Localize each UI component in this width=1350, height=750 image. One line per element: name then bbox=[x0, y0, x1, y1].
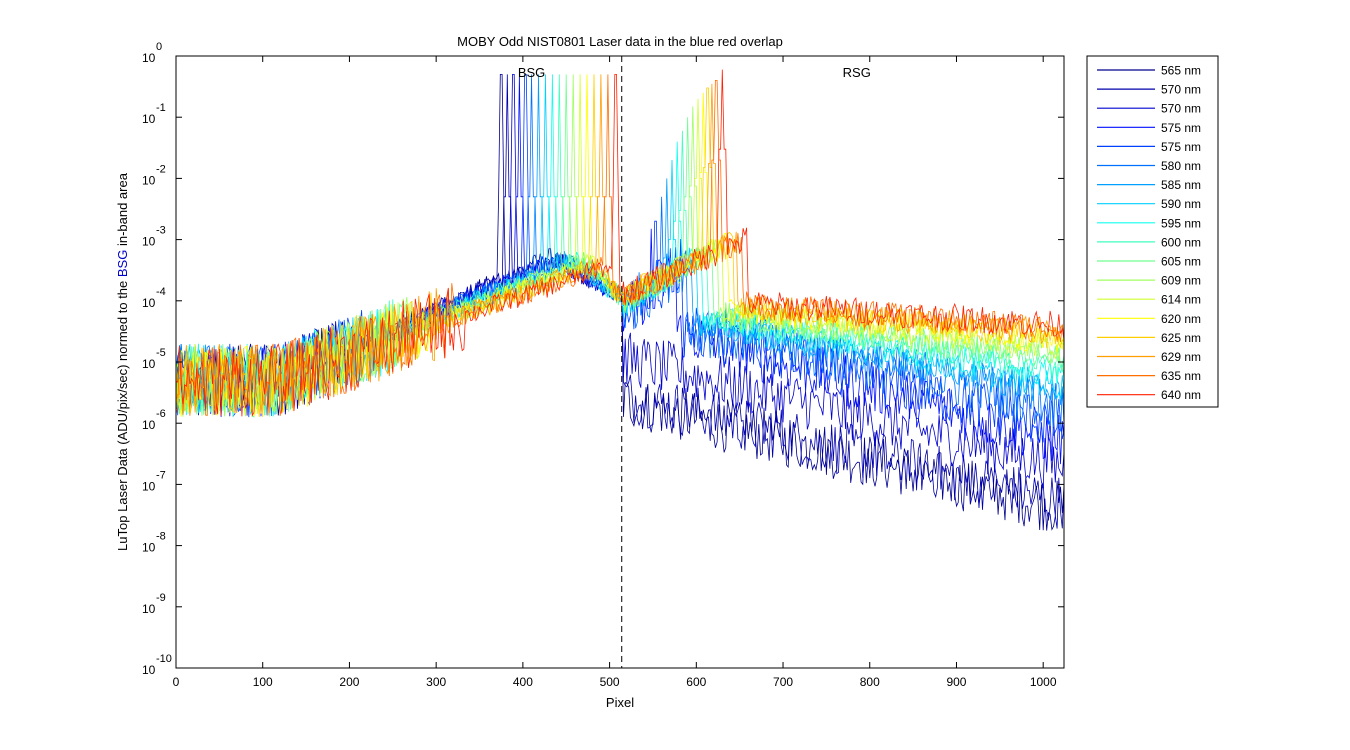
x-tick-label: 0 bbox=[173, 675, 180, 689]
y-tick-label-base: 10 bbox=[142, 541, 156, 555]
legend-label: 580 nm bbox=[1161, 159, 1201, 173]
legend-label: 629 nm bbox=[1161, 350, 1201, 364]
x-tick-label: 400 bbox=[513, 675, 533, 689]
y-axis-ticks: 10010-110-210-310-410-510-610-710-810-91… bbox=[142, 41, 1064, 677]
y-tick-label-exponent: -7 bbox=[156, 469, 166, 481]
legend-label: 570 nm bbox=[1161, 102, 1201, 116]
x-tick-label: 300 bbox=[426, 675, 446, 689]
y-tick-label-exponent: 0 bbox=[156, 41, 162, 53]
legend-label: 625 nm bbox=[1161, 331, 1201, 345]
y-tick-label-base: 10 bbox=[142, 51, 156, 65]
y-axis-label: LuTop Laser Data (ADU/pix/sec) normed to… bbox=[115, 172, 130, 551]
y-tick-label-base: 10 bbox=[142, 418, 156, 432]
legend-label: 585 nm bbox=[1161, 178, 1201, 192]
y-tick-label-exponent: -9 bbox=[156, 592, 166, 604]
x-tick-label: 100 bbox=[253, 675, 273, 689]
legend-label: 614 nm bbox=[1161, 293, 1201, 307]
series-layer bbox=[175, 69, 1065, 531]
legend-label: 609 nm bbox=[1161, 274, 1201, 288]
series-line bbox=[175, 69, 1065, 417]
y-tick-label-exponent: -8 bbox=[156, 531, 166, 543]
y-tick-label-base: 10 bbox=[142, 173, 156, 187]
x-tick-label: 800 bbox=[860, 675, 880, 689]
chart-title: MOBY Odd NIST0801 Laser data in the blue… bbox=[457, 34, 783, 49]
y-axis-label-bsg: BSG bbox=[115, 250, 130, 277]
y-tick-label-base: 10 bbox=[142, 357, 156, 371]
y-tick-label-base: 10 bbox=[142, 296, 156, 310]
y-tick-label-base: 10 bbox=[142, 602, 156, 616]
x-tick-label: 900 bbox=[946, 675, 966, 689]
bsg-annotation: BSG bbox=[518, 65, 545, 80]
y-tick-label-exponent: -10 bbox=[156, 653, 172, 665]
legend-label: 575 nm bbox=[1161, 121, 1201, 135]
x-tick-label: 1000 bbox=[1030, 675, 1057, 689]
y-tick-label-exponent: -1 bbox=[156, 102, 166, 114]
legend-label: 570 nm bbox=[1161, 83, 1201, 97]
x-tick-label: 200 bbox=[339, 675, 359, 689]
legend-label: 640 nm bbox=[1161, 388, 1201, 402]
y-tick-label-exponent: -4 bbox=[156, 286, 166, 298]
x-tick-label: 700 bbox=[773, 675, 793, 689]
y-tick-label-base: 10 bbox=[142, 663, 156, 677]
legend-label: 565 nm bbox=[1161, 64, 1201, 78]
legend-label: 600 nm bbox=[1161, 235, 1201, 249]
rsg-annotation: RSG bbox=[843, 65, 871, 80]
y-tick-label-exponent: -3 bbox=[156, 225, 166, 237]
y-axis-label-part-1: LuTop Laser Data (ADU/pix/sec) normed to… bbox=[115, 277, 130, 551]
y-axis-label-part-3: in-band area bbox=[115, 172, 130, 249]
legend: 565 nm 570 nm 570 nm 575 nm 575 nm 580 nm 585 … bbox=[1086, 55, 1219, 408]
legend-box bbox=[1086, 55, 1219, 408]
legend-label: 590 nm bbox=[1161, 197, 1201, 211]
y-tick-label-exponent: -6 bbox=[156, 408, 166, 420]
series-line bbox=[175, 74, 1065, 416]
y-tick-label-exponent: -5 bbox=[156, 347, 166, 359]
legend-label: 635 nm bbox=[1161, 369, 1201, 383]
y-tick-label-base: 10 bbox=[142, 112, 156, 126]
x-axis-ticks: 0 100 200 300 400 500 600 700 800 900 1000 bbox=[173, 56, 1057, 689]
y-tick-label-base: 10 bbox=[142, 479, 156, 493]
legend-label: 595 nm bbox=[1161, 216, 1201, 230]
y-tick-label-exponent: -2 bbox=[156, 163, 166, 175]
y-tick-label-base: 10 bbox=[142, 235, 156, 249]
legend-label: 605 nm bbox=[1161, 255, 1201, 269]
x-tick-label: 500 bbox=[600, 675, 620, 689]
legend-label: 620 nm bbox=[1161, 312, 1201, 326]
x-axis-label: Pixel bbox=[606, 695, 634, 710]
x-tick-label: 600 bbox=[686, 675, 706, 689]
legend-label: 575 nm bbox=[1161, 140, 1201, 154]
